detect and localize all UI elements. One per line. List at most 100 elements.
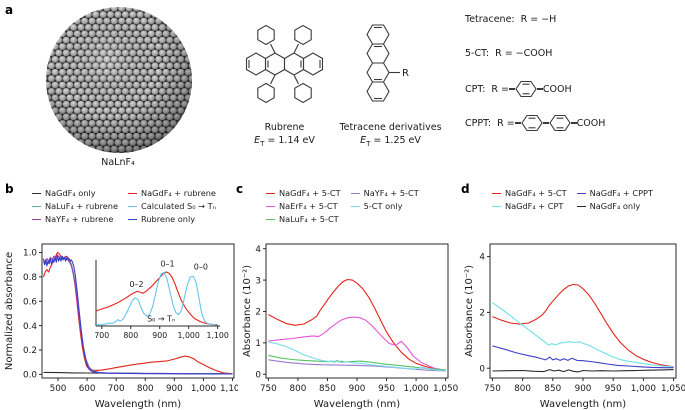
svg-text:4: 4 — [255, 245, 261, 255]
svg-text:1.0: 1.0 — [23, 249, 37, 259]
svg-text:800: 800 — [137, 384, 154, 394]
legend-swatch — [32, 218, 41, 221]
svg-text:1,000: 1,000 — [178, 331, 200, 340]
legend-swatch — [32, 192, 41, 195]
chart-b: 5006007008009001,0001,1000.00.20.40.60.8… — [4, 243, 238, 410]
legend-item: 5-CT only — [350, 200, 419, 213]
panel-c-label: c — [236, 182, 244, 196]
svg-text:2: 2 — [479, 309, 485, 319]
svg-text:0.6: 0.6 — [23, 297, 37, 307]
svg-text:0.8: 0.8 — [23, 273, 37, 283]
svg-text:750: 750 — [260, 384, 277, 394]
legend-swatch — [32, 205, 41, 208]
svg-text:900: 900 — [575, 384, 592, 394]
legend-swatch — [350, 205, 360, 208]
legend-swatch — [492, 192, 501, 195]
legend-item: NaGdF₄ + CPPT — [576, 187, 653, 200]
svg-text:600: 600 — [79, 384, 96, 394]
bond-line — [536, 88, 543, 90]
svg-text:1,050: 1,050 — [433, 384, 459, 394]
legend-item: NaGdF₄ + CPT — [492, 200, 567, 213]
svg-text:Normalized absorbance: Normalized absorbance — [4, 252, 15, 370]
svg-text:1,050: 1,050 — [661, 384, 685, 394]
legend-swatch — [128, 218, 138, 221]
legend-item: NaGdF₄ + rubrene — [128, 187, 216, 200]
legend-item: NaGdF₄ only — [32, 187, 118, 200]
svg-text:1: 1 — [255, 339, 261, 349]
svg-text:750: 750 — [484, 384, 501, 394]
svg-text:900: 900 — [152, 331, 167, 340]
svg-text:1,000: 1,000 — [631, 384, 657, 394]
legend-swatch — [266, 218, 275, 221]
svg-text:0–2: 0–2 — [129, 280, 143, 289]
svg-text:800: 800 — [123, 331, 138, 340]
svg-text:0: 0 — [255, 370, 261, 380]
rubrene-structure — [245, 24, 324, 104]
svg-text:0.0: 0.0 — [23, 371, 37, 381]
benzene-ring-icon — [515, 80, 537, 98]
tetracene-triplet-energy: ET = 1.25 eV — [360, 135, 421, 148]
panel-b-label: b — [5, 182, 14, 196]
tetracene-structure: R — [366, 24, 409, 102]
nanoparticle-caption: NaLnF₄ — [101, 157, 135, 168]
bond-line — [508, 88, 515, 90]
svg-text:2: 2 — [255, 308, 261, 318]
svg-text:850: 850 — [319, 384, 336, 394]
svg-text:900: 900 — [166, 384, 183, 394]
svg-text:Absorbance (10⁻²): Absorbance (10⁻²) — [242, 265, 253, 357]
legend-item: NaGdF₄ + 5-CT — [492, 187, 567, 200]
svg-text:3: 3 — [255, 276, 261, 286]
panel-b-legend: NaGdF₄ only NaLuF₄ + rubrene NaYF₄ + rub… — [32, 187, 216, 226]
chart-b-inset: 700 800 900 1,000 1,100 0–2 0–1 0–0 S₀ → Tₙ — [94, 259, 229, 340]
panel-c-legend: NaGdF₄ + 5-CT NaErF₄ + 5-CT NaLuF₄ + 5-C… — [266, 187, 419, 226]
bond-line — [570, 122, 577, 124]
legend-item: NaYF₄ + 5-CT — [350, 187, 419, 200]
tetracene-name: Tetracene derivatives — [339, 122, 442, 133]
svg-text:0–0: 0–0 — [194, 262, 208, 271]
svg-text:500: 500 — [50, 384, 67, 394]
chart-d: 750 800 850 900 950 1,000 1,050 0 2 4 Wavelength (… — [464, 243, 685, 410]
rubrene-triplet-energy: ET = 1.14 eV — [254, 135, 315, 148]
r-group-label: R — [402, 68, 409, 79]
svg-text:0: 0 — [479, 364, 485, 374]
benzene-ring-icon — [520, 114, 543, 132]
legend-item: NaErF₄ + 5-CT — [266, 200, 341, 213]
svg-text:950: 950 — [605, 384, 622, 394]
svg-text:900: 900 — [349, 384, 366, 394]
legend-item: NaGdF₄ only — [576, 200, 653, 213]
legend-swatch — [576, 205, 586, 208]
derivative-5ct: 5-CT: R = −COOH — [465, 48, 553, 59]
nanoparticle-image — [46, 7, 192, 153]
bond-line — [514, 122, 521, 124]
svg-text:700: 700 — [108, 384, 125, 394]
legend-swatch — [350, 192, 360, 195]
svg-text:0.2: 0.2 — [23, 346, 37, 356]
svg-text:1,100: 1,100 — [207, 331, 229, 340]
legend-item: Calculated S₀ → Tₙ — [128, 200, 216, 213]
legend-swatch — [492, 205, 501, 208]
legend-item: NaLuF₄ + 5-CT — [266, 213, 341, 226]
svg-text:0–1: 0–1 — [160, 259, 174, 268]
svg-text:850: 850 — [544, 384, 561, 394]
rubrene-name: Rubrene — [264, 122, 305, 133]
legend-swatch — [266, 205, 275, 208]
svg-text:1,100: 1,100 — [220, 384, 238, 394]
legend-item: NaYF₄ + rubrene — [32, 213, 118, 226]
svg-text:Absorbance (10⁻²): Absorbance (10⁻²) — [464, 265, 475, 357]
svg-text:4: 4 — [479, 253, 485, 263]
svg-text:1,000: 1,000 — [191, 384, 217, 394]
panel-d-label: d — [461, 182, 470, 196]
legend-item: Rubrene only — [128, 213, 216, 226]
legend-swatch — [576, 192, 586, 195]
legend-swatch — [266, 192, 275, 195]
svg-text:700: 700 — [94, 331, 109, 340]
chart-c: 750 800 850 900 950 1,000 1,050 0 1 2 3 4 Wavelength… — [242, 243, 459, 410]
svg-text:S₀ → Tₙ: S₀ → Tₙ — [147, 315, 175, 324]
svg-text:1,000: 1,000 — [403, 384, 429, 394]
svg-text:0.4: 0.4 — [23, 322, 37, 332]
benzene-ring-icon — [548, 114, 571, 132]
panel-a-label: a — [5, 3, 14, 17]
svg-text:800: 800 — [290, 384, 307, 394]
legend-item: NaGdF₄ + 5-CT — [266, 187, 341, 200]
